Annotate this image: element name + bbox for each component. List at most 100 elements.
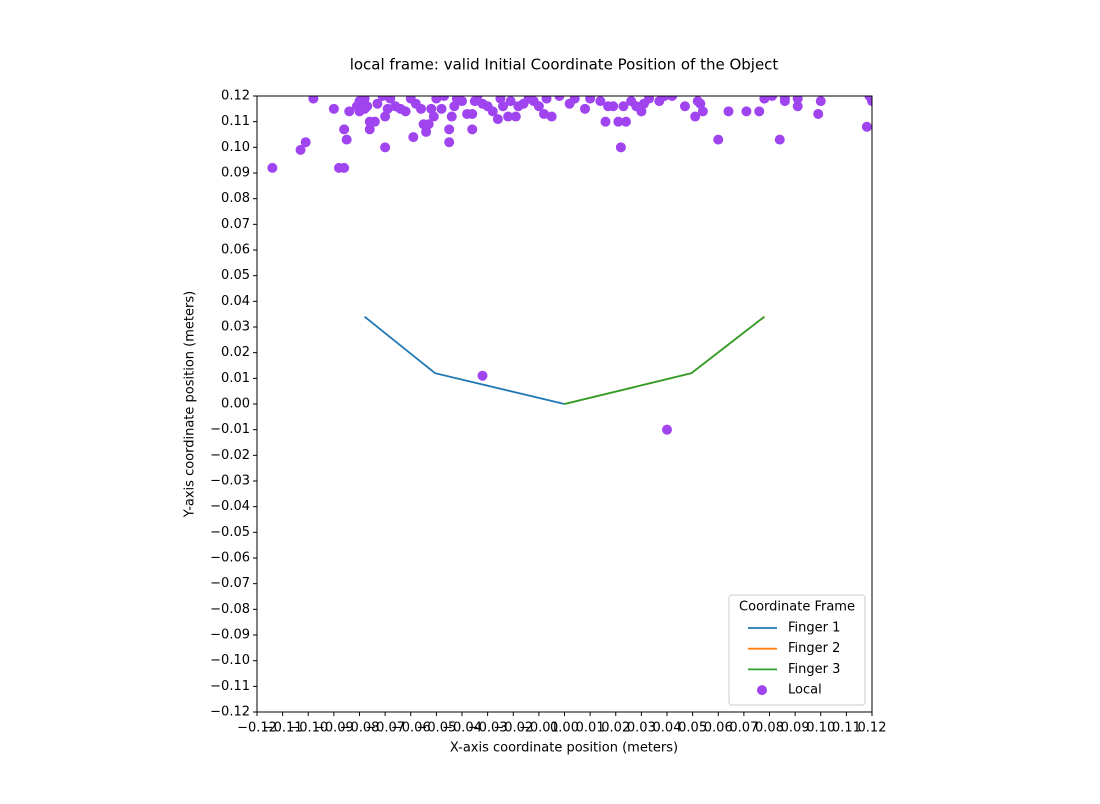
x-tick-label: 0.01: [576, 721, 605, 736]
scatter-point: [644, 96, 655, 104]
y-tick-label: −0.12: [210, 705, 250, 720]
line-0: [364, 316, 565, 405]
scatter-point: [815, 96, 826, 107]
scatter-point: [505, 96, 516, 107]
scatter-point: [400, 106, 411, 117]
scatter-point: [380, 142, 391, 153]
scatter-point: [341, 134, 352, 145]
y-tick-label: 0.04: [221, 294, 250, 309]
legend-box: [728, 594, 866, 706]
x-tick-label: 0.12: [858, 721, 887, 736]
y-tick-label: −0.01: [210, 422, 250, 437]
y-tick-label: 0.07: [221, 217, 250, 232]
x-tick-label: −0.02: [493, 721, 533, 736]
x-tick-label: 0.06: [704, 721, 733, 736]
scatter-point: [339, 162, 350, 173]
scatter-point: [792, 101, 803, 112]
scatter-point: [446, 111, 457, 122]
scatter-point: [295, 144, 306, 155]
x-tick-label: 0.09: [781, 721, 810, 736]
scatter-point: [539, 108, 549, 119]
y-tick-label: −0.03: [210, 474, 250, 489]
y-tick-label: 0.11: [221, 114, 250, 129]
x-tick-label: 0.00: [550, 721, 579, 736]
scatter-point: [792, 96, 803, 104]
y-tick-label: −0.02: [210, 448, 250, 463]
scatter-point: [308, 96, 319, 104]
scatter-point: [385, 96, 396, 104]
scatter-point: [467, 124, 478, 135]
x-tick-label: 0.07: [729, 721, 758, 736]
scatter-point: [369, 116, 380, 127]
scatter-point: [377, 96, 388, 101]
legend-label: Finger 1: [788, 621, 840, 636]
y-tick-label: −0.04: [210, 499, 250, 514]
x-tick-label: −0.11: [263, 721, 303, 736]
legend-marker: [757, 685, 767, 696]
scatter-point: [372, 98, 383, 109]
scatter-point: [300, 137, 311, 148]
scatter-point: [439, 96, 450, 101]
scatter-point: [636, 106, 647, 117]
scatter-point: [339, 124, 350, 135]
scatter-point: [600, 116, 611, 127]
y-tick-label: 0.12: [221, 89, 250, 104]
legend-label: Local: [788, 683, 822, 698]
scatter-point: [421, 126, 432, 137]
y-tick-label: −0.07: [210, 576, 250, 591]
scatter-point: [498, 101, 508, 112]
scatter-point: [774, 134, 785, 145]
x-tick-label: −0.09: [314, 721, 354, 736]
y-tick-label: −0.08: [210, 602, 250, 617]
legend-title: Coordinate Frame: [739, 600, 855, 615]
scatter-point: [595, 96, 606, 107]
scatter-point: [569, 96, 580, 104]
scatter-point: [759, 96, 770, 104]
scatter-point: [426, 103, 437, 114]
scatter-point: [362, 101, 373, 112]
line-2: [564, 316, 765, 405]
scatter-point: [690, 111, 701, 122]
x-tick-label: 0.08: [755, 721, 784, 736]
scatter-point: [487, 106, 498, 117]
y-tick-label: −0.06: [210, 551, 250, 566]
x-tick-label: −0.01: [519, 721, 559, 736]
scatter-point: [608, 101, 619, 112]
scatter-point: [615, 142, 626, 153]
y-tick-label: −0.10: [210, 653, 250, 668]
scatter-point: [444, 124, 455, 135]
x-tick-label: −0.07: [365, 721, 405, 736]
scatter-point: [867, 96, 872, 107]
scatter-point: [431, 96, 442, 104]
y-tick-label: 0.10: [221, 140, 250, 155]
y-tick-label: 0.05: [221, 268, 250, 283]
y-tick-label: 0.03: [221, 320, 250, 335]
x-axis-label: X-axis coordinate position (meters): [450, 741, 678, 756]
scatter-point: [428, 111, 439, 122]
scatter-point: [695, 98, 706, 109]
x-tick-label: 0.11: [832, 721, 861, 736]
x-tick-label: −0.04: [442, 721, 482, 736]
scatter-point: [267, 162, 278, 173]
x-tick-label: −0.03: [468, 721, 508, 736]
scatter-point: [659, 96, 670, 101]
y-tick-label: −0.09: [210, 628, 250, 643]
scatter-point: [436, 103, 447, 114]
scatter-point: [580, 103, 590, 114]
scatter-point: [492, 114, 503, 125]
scatter-point: [662, 424, 672, 435]
x-tick-label: −0.05: [416, 721, 456, 736]
x-tick-label: −0.12: [237, 721, 277, 736]
y-axis-label: Y-axis coordinate position (meters): [183, 291, 198, 518]
y-tick-label: 0.01: [221, 371, 250, 386]
scatter-point: [380, 111, 391, 122]
scatter-point: [613, 116, 624, 127]
scatter-point: [457, 96, 467, 107]
x-tick-label: 0.10: [806, 721, 835, 736]
scatter-point: [697, 106, 708, 117]
scatter-point: [546, 111, 557, 122]
scatter-point: [416, 103, 426, 114]
scatter-point: [444, 137, 455, 148]
scatter-point: [467, 108, 478, 119]
y-tick-label: 0.02: [221, 345, 250, 360]
